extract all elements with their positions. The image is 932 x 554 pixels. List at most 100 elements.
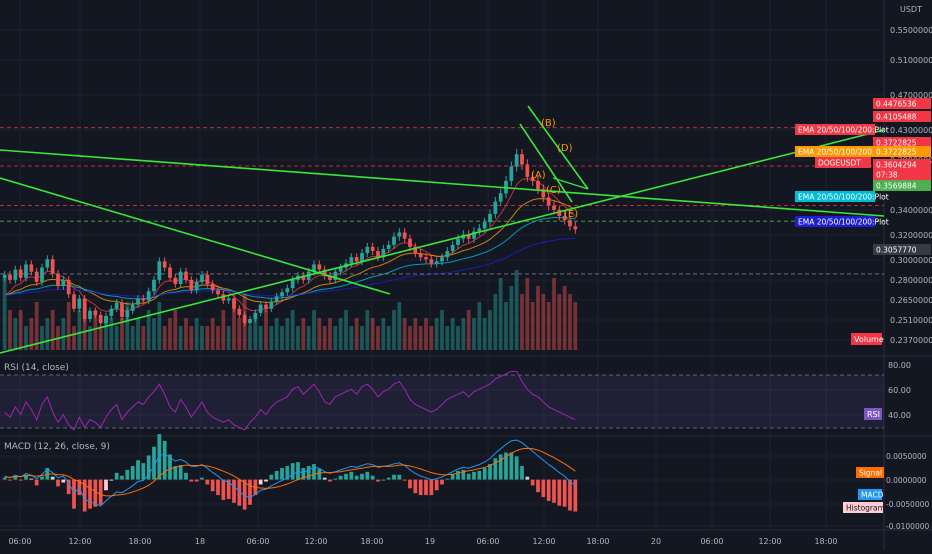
price-tag-box bbox=[873, 180, 931, 191]
volume-bar bbox=[477, 302, 482, 350]
volume-bar bbox=[61, 318, 66, 350]
volume-bar bbox=[125, 302, 130, 350]
histogram-bar bbox=[573, 479, 578, 512]
volume-bar bbox=[530, 302, 535, 350]
histogram-bar bbox=[274, 470, 279, 480]
volume-bar bbox=[45, 318, 50, 350]
candle-body bbox=[525, 164, 530, 177]
wedge-tip-line[interactable] bbox=[552, 177, 589, 190]
volume-bar bbox=[82, 318, 87, 350]
volume-bar bbox=[237, 318, 242, 350]
trendline-ascending[interactable] bbox=[0, 129, 885, 354]
volume-bar bbox=[322, 326, 327, 350]
histogram-bar bbox=[338, 475, 343, 480]
volume-bar bbox=[381, 318, 386, 350]
rsi-band bbox=[0, 375, 884, 428]
price-tag-box bbox=[795, 146, 875, 157]
histogram-bar bbox=[397, 474, 402, 480]
histogram-bar bbox=[173, 466, 178, 480]
rsi-title: RSI (14, close) bbox=[4, 363, 69, 373]
volume-bar bbox=[434, 318, 439, 350]
time-tick-label: 06:00 bbox=[476, 537, 499, 546]
histogram-bar bbox=[56, 479, 60, 487]
rsi-badge-box bbox=[864, 408, 882, 420]
candle-body bbox=[456, 238, 460, 245]
price-tag-label: EMA 20/50/100/200:Plot bbox=[798, 218, 889, 227]
macd-badge-box bbox=[856, 467, 884, 478]
candle-body bbox=[280, 292, 284, 297]
candle-body bbox=[568, 220, 572, 227]
price-tag-box bbox=[873, 159, 931, 170]
histogram-bar bbox=[386, 477, 391, 480]
volume-bar bbox=[72, 326, 76, 350]
histogram-bar bbox=[456, 470, 460, 480]
candle-body bbox=[210, 284, 215, 291]
volume-bar bbox=[312, 310, 316, 350]
macd-pane: MACD (12, 26, close, 9) bbox=[2, 434, 578, 512]
histogram-bar bbox=[306, 466, 311, 480]
histogram-bar bbox=[88, 479, 92, 509]
histogram-bar bbox=[301, 467, 306, 480]
volume-bar bbox=[536, 286, 540, 350]
wedge-upper-line[interactable] bbox=[527, 105, 589, 190]
candle-body bbox=[450, 244, 455, 252]
histogram-bar bbox=[434, 479, 439, 491]
price-tag-label: EMA 20/50/100/200:Plot bbox=[798, 193, 889, 202]
macd-axis: 0.0050000 0.0000000 -0.0050000 -0.0100000 Si… bbox=[843, 452, 929, 531]
volume-bar bbox=[370, 318, 375, 350]
price-tag-box bbox=[795, 191, 875, 202]
candle-body bbox=[237, 308, 242, 315]
candle-body bbox=[509, 166, 514, 181]
histogram-bar bbox=[50, 476, 55, 480]
candle-body bbox=[520, 154, 524, 165]
candle-body bbox=[98, 314, 103, 324]
histogram-bar bbox=[72, 479, 76, 509]
volume-bar bbox=[397, 302, 402, 350]
volume-bar bbox=[269, 326, 274, 350]
volume-bar bbox=[226, 326, 231, 350]
candle-body bbox=[562, 216, 567, 221]
rsi-tick-label: 40.00 bbox=[888, 411, 911, 420]
price-tick-label: 0.4300000 bbox=[890, 126, 932, 135]
volume-bar bbox=[205, 326, 210, 350]
candle-body bbox=[168, 267, 172, 278]
price-tag-label: 0.3722825 bbox=[876, 148, 917, 157]
candle-body bbox=[29, 264, 34, 272]
macd-tick-label: -0.0100000 bbox=[886, 522, 929, 531]
volume-bar bbox=[408, 326, 412, 350]
volume-bars bbox=[2, 270, 578, 350]
volume-bar bbox=[557, 294, 562, 350]
volume-bar bbox=[301, 318, 306, 350]
volume-bar bbox=[200, 326, 204, 350]
macd-badge-histogram: Histogram bbox=[846, 504, 885, 513]
candle-body bbox=[66, 279, 71, 295]
price-tag-label: 0.3604294 bbox=[876, 161, 917, 170]
trendline-descending-long[interactable] bbox=[0, 149, 885, 217]
histogram-bar bbox=[440, 479, 444, 485]
volume-bar bbox=[520, 294, 524, 350]
volume-bar bbox=[365, 310, 370, 350]
time-tick-label: 19 bbox=[425, 537, 435, 546]
candle-body bbox=[274, 296, 279, 302]
candle-body bbox=[354, 257, 359, 262]
time-axis[interactable]: 06:00 12:00 18:00 18 06:00 12:00 18:00 19 06:00 1… bbox=[8, 537, 837, 546]
candle-body bbox=[72, 294, 76, 309]
volume-bar bbox=[360, 326, 364, 350]
volume-bar bbox=[333, 326, 338, 350]
candle-body bbox=[440, 257, 444, 262]
price-tick-label: 0.2650000 bbox=[890, 296, 932, 305]
volume-bar bbox=[178, 326, 183, 350]
macd-tick-label: 0.0000000 bbox=[886, 476, 927, 485]
trendlines[interactable] bbox=[0, 105, 885, 354]
histogram-bar bbox=[242, 479, 247, 510]
histogram-bar bbox=[546, 479, 551, 501]
volume-bar bbox=[568, 294, 572, 350]
wedge-lower-line[interactable] bbox=[519, 123, 573, 203]
trendline-descending-short[interactable] bbox=[0, 177, 391, 295]
candle-body bbox=[328, 275, 332, 280]
volume-bar bbox=[184, 318, 188, 350]
volume-bar bbox=[88, 326, 92, 350]
